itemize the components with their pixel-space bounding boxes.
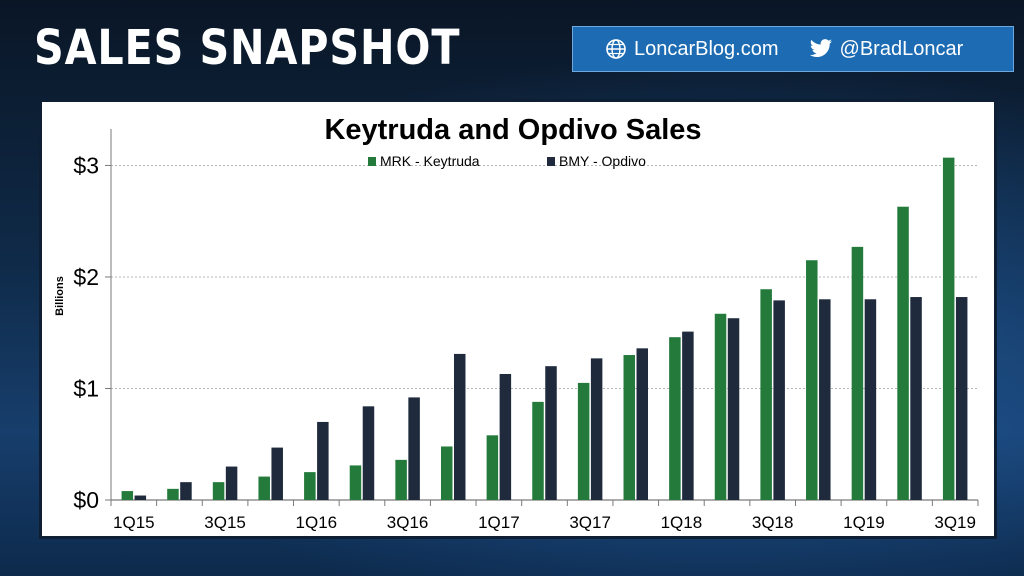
x-tick-label: 3Q19 (934, 513, 976, 532)
bar-opdivo (225, 466, 238, 500)
bar-keytruda (395, 459, 407, 500)
bar-opdivo (773, 300, 785, 500)
bar-keytruda (577, 382, 590, 500)
bar-keytruda (851, 246, 864, 500)
bar-keytruda (121, 491, 134, 500)
social-banner: LoncarBlog.com @BradLoncar (572, 26, 1014, 72)
twitter-link[interactable]: @BradLoncar (809, 37, 964, 61)
website-link[interactable]: LoncarBlog.com (605, 38, 779, 61)
bar-keytruda (760, 289, 772, 500)
x-tick-label: 3Q17 (569, 513, 611, 532)
bar-keytruda (714, 313, 727, 500)
bar-keytruda (532, 401, 544, 500)
legend-swatch-opdivo (547, 157, 555, 166)
bar-opdivo (910, 297, 922, 500)
legend-label-opdivo: BMY - Opdivo (559, 153, 646, 169)
x-tick-label: 1Q15 (113, 513, 155, 532)
bar-opdivo (362, 406, 375, 500)
bar-opdivo (955, 297, 968, 500)
bar-keytruda (897, 206, 909, 500)
globe-icon (606, 39, 626, 59)
x-tick-label: 3Q18 (752, 513, 794, 532)
bar-opdivo (682, 331, 694, 500)
bar-opdivo (590, 358, 603, 500)
bar-opdivo (317, 421, 329, 500)
x-tick-label: 1Q18 (661, 513, 703, 532)
bar-opdivo (819, 299, 831, 500)
twitter-bird-icon (809, 39, 832, 57)
bar-opdivo (271, 447, 283, 500)
bar-keytruda (304, 472, 316, 500)
page-title: SALES SNAPSHOT (34, 20, 461, 76)
y-tick-label: $1 (73, 375, 99, 401)
x-tick-label: 1Q17 (478, 513, 520, 532)
bar-opdivo (545, 366, 557, 500)
chart-title: Keytruda and Opdivo Sales (324, 114, 701, 146)
bar-keytruda (669, 337, 681, 500)
bar-keytruda (349, 465, 362, 500)
bar-opdivo (636, 348, 649, 500)
x-tick-label: 3Q16 (387, 513, 429, 532)
x-tick-label: 1Q16 (296, 513, 338, 532)
website-text: LoncarBlog.com (634, 37, 779, 60)
bar-opdivo (453, 353, 466, 500)
chart-panel: Keytruda and Opdivo Sales Billions $0 $1 $… (39, 99, 997, 539)
bar-keytruda (486, 435, 499, 500)
y-tick-label: $3 (73, 152, 99, 178)
bar-opdivo (499, 373, 512, 500)
bar-keytruda (623, 355, 636, 500)
bar-opdivo (864, 299, 877, 500)
legend-label-keytruda: MRK - Keytruda (380, 153, 480, 169)
bar-keytruda (942, 157, 955, 500)
y-axis-label: Billions (54, 276, 66, 316)
bar-keytruda (258, 476, 270, 500)
x-tick-label: 3Q15 (204, 513, 246, 532)
bar-opdivo (180, 482, 192, 500)
bar-keytruda (167, 488, 179, 500)
bar-keytruda (212, 482, 225, 500)
x-tick-label: 1Q19 (843, 513, 885, 532)
legend-swatch-keytruda (368, 157, 376, 166)
bar-opdivo (727, 318, 740, 500)
y-tick-label: $0 (73, 487, 99, 513)
bar-opdivo (408, 397, 420, 500)
sales-bar-chart: Keytruda and Opdivo Sales Billions $0 $1 $… (54, 114, 979, 532)
bar-opdivo (134, 495, 147, 500)
y-tick-label: $2 (73, 264, 99, 290)
twitter-text: @BradLoncar (839, 37, 964, 60)
bar-keytruda (440, 446, 453, 500)
bar-keytruda (806, 260, 818, 500)
